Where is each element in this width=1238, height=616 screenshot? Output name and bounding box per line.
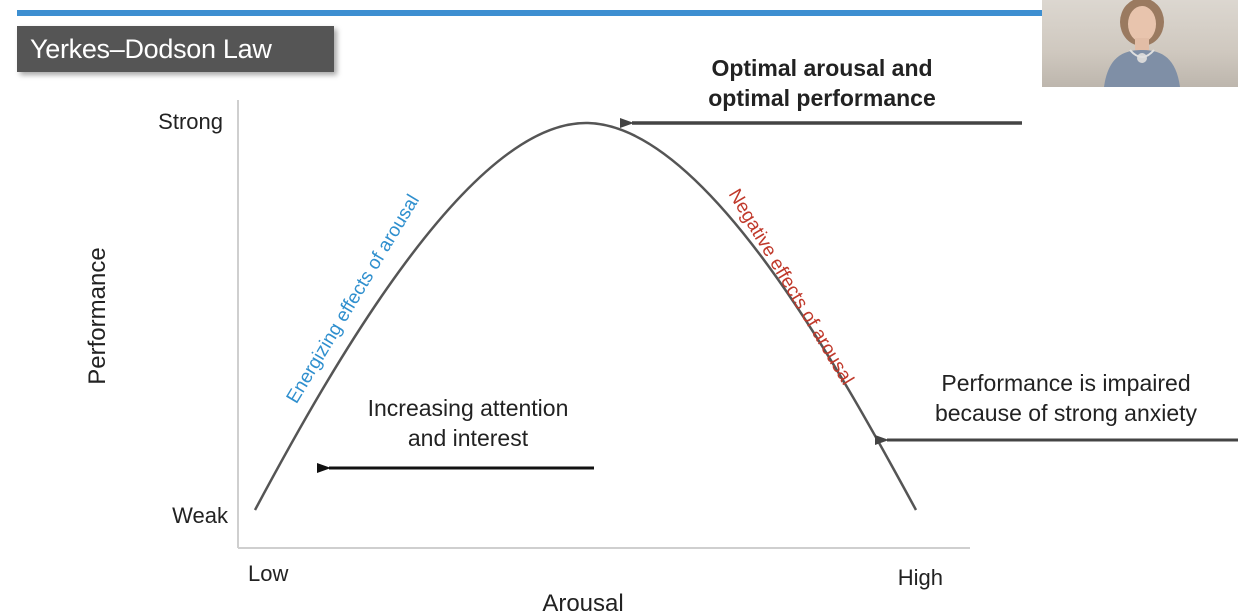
top-accent-bar [17, 10, 1042, 16]
x-tick-low: Low [248, 561, 288, 586]
slide-title: Yerkes–Dodson Law [17, 26, 334, 72]
peak-annotation-line1: Optimal arousal and [711, 55, 932, 81]
x-axis-title: Arousal [542, 590, 623, 616]
performance-curve [253, 121, 918, 511]
x-tick-high: High [898, 565, 943, 590]
right-annotation-line1: Performance is impaired [941, 370, 1190, 396]
presenter-video-icon[interactable] [1042, 0, 1238, 87]
y-axis-title: Performance [84, 247, 111, 384]
y-tick-weak: Weak [172, 503, 229, 528]
left-annotation-line1: Increasing attention [368, 395, 569, 421]
right-annotation-line2: because of strong anxiety [935, 400, 1198, 426]
left-annotation-line2: and interest [408, 425, 529, 451]
y-tick-strong: Strong [158, 109, 223, 134]
energizing-effects-label: Energizing effects of arousal [283, 191, 424, 407]
negative-effects-label: Negative effects of arousal [724, 185, 858, 388]
peak-annotation-line2: optimal performance [708, 85, 936, 111]
